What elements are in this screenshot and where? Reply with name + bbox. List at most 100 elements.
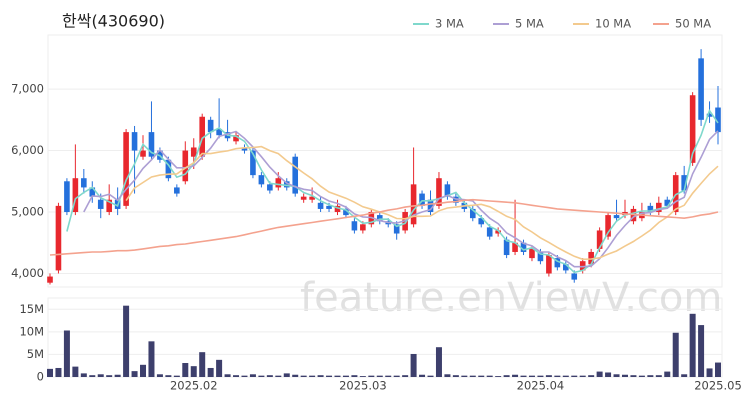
volume-bar — [630, 375, 637, 377]
candle-body — [444, 184, 451, 197]
volume-bar — [486, 375, 493, 377]
volume-bar — [495, 376, 502, 377]
volume-bar — [275, 375, 282, 377]
ma-line — [125, 145, 719, 261]
volume-bar — [114, 374, 121, 377]
volume-bar — [266, 375, 273, 377]
ma-line — [49, 198, 719, 256]
volume-bar — [233, 375, 240, 377]
volume-bar — [283, 373, 290, 377]
y-tick-label: 7,000 — [11, 82, 44, 96]
x-tick-label: 2025.04 — [517, 379, 565, 393]
volume-bar — [258, 375, 265, 377]
volume-bar — [249, 374, 256, 377]
candle-body — [419, 193, 425, 206]
volume-bar — [385, 375, 392, 377]
volume-bar — [647, 375, 654, 377]
volume-bar — [72, 366, 79, 377]
volume-bar — [478, 375, 485, 377]
volume-bar — [698, 325, 705, 377]
volume-bar — [596, 371, 603, 377]
candle-body — [326, 205, 332, 209]
volume-bar — [326, 375, 333, 377]
candle-body — [571, 273, 578, 280]
candle-body — [216, 129, 222, 136]
candle-body — [613, 215, 620, 219]
volume-bar — [207, 367, 214, 377]
volume-bar — [216, 359, 223, 377]
candle-body — [529, 248, 535, 259]
volume-bar — [512, 374, 519, 377]
candle-body — [562, 264, 569, 271]
candle-body — [495, 230, 501, 234]
candle-body — [140, 150, 146, 157]
y-tick-label: 10M — [19, 324, 44, 338]
volume-bar — [342, 375, 349, 377]
y-tick-label: 0 — [37, 370, 44, 384]
candle-body — [546, 255, 552, 274]
volume-bar — [588, 375, 595, 377]
volume-bar — [444, 374, 451, 377]
volume-bar — [165, 375, 172, 377]
candle-body — [706, 113, 713, 117]
volume-bar — [672, 332, 679, 377]
candle-body — [436, 178, 442, 206]
candle-body — [596, 230, 603, 249]
candle-body — [343, 208, 349, 216]
ma-line — [83, 130, 719, 268]
legend-label: 3 MA — [435, 17, 464, 31]
candle-body — [292, 156, 299, 194]
volume-bar — [571, 375, 578, 377]
volume-bar — [579, 375, 586, 377]
volume-bar — [148, 341, 155, 377]
volume-bar — [562, 375, 569, 377]
candle-body — [258, 175, 265, 185]
candle-body — [605, 215, 611, 237]
volume-bar — [89, 375, 96, 377]
candle-body — [233, 135, 239, 142]
volume-bar — [173, 375, 180, 377]
volume-bar — [613, 374, 620, 377]
candle-body — [334, 205, 341, 213]
volume-bar — [503, 375, 510, 377]
candle-body — [300, 196, 307, 200]
chart-title: 한싹(430690) — [62, 12, 165, 31]
volume-bar — [334, 375, 341, 377]
legend-label: 5 MA — [515, 17, 544, 31]
candle-body — [351, 221, 358, 231]
candle-body — [241, 147, 248, 151]
candle-body — [647, 205, 654, 213]
volume-bar — [140, 364, 147, 377]
candle-body — [588, 251, 594, 265]
legend-label: 50 MA — [675, 17, 711, 31]
candle-body — [360, 224, 366, 231]
volume-bar — [317, 375, 324, 377]
volume-bar — [300, 375, 307, 377]
candle-body — [410, 184, 417, 225]
candle-body — [486, 227, 493, 237]
candle-body — [182, 150, 189, 182]
volume-bar — [664, 371, 671, 377]
candle-body — [554, 258, 561, 268]
candle-body — [469, 208, 476, 219]
volume-bar — [452, 375, 459, 377]
volume-bar — [410, 353, 417, 377]
volume-bar — [224, 374, 231, 377]
candle-body — [656, 202, 662, 213]
candle-body — [131, 132, 138, 151]
candle-body — [698, 58, 704, 120]
candle-body — [681, 175, 687, 191]
volume-bar — [554, 375, 561, 377]
candle-body — [72, 178, 79, 213]
candle-body — [478, 218, 485, 225]
candle-body — [715, 107, 721, 133]
volume-bar — [190, 366, 197, 377]
volume-bar — [520, 375, 527, 377]
candle-body — [503, 239, 510, 256]
candle-body — [672, 175, 679, 213]
volume-bar — [182, 363, 189, 377]
volume-bar — [545, 375, 552, 377]
y-tick-label: 15M — [19, 302, 44, 316]
candle-body — [55, 205, 62, 271]
candle-body — [579, 261, 586, 271]
